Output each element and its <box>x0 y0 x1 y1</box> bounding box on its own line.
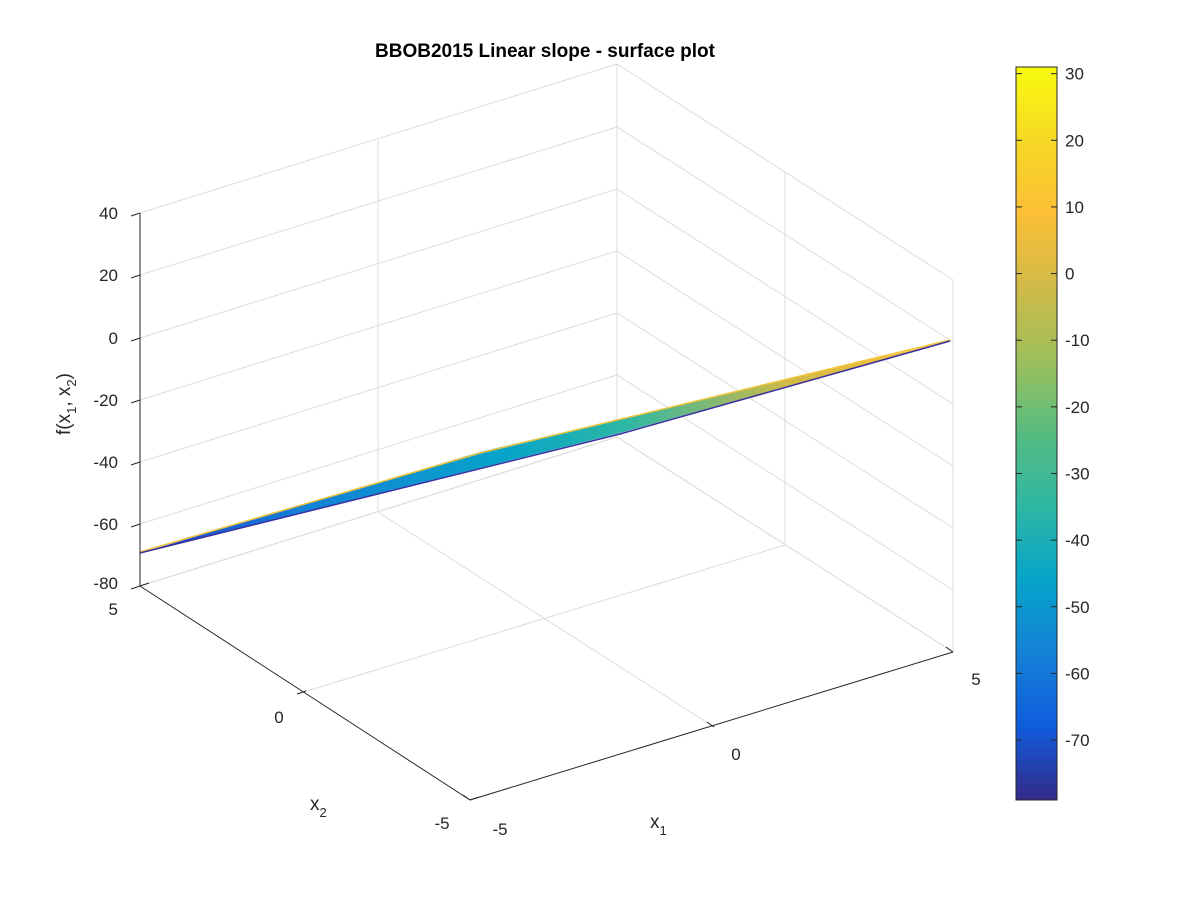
surface-plane <box>140 341 950 553</box>
z-tick-label: 40 <box>99 204 118 223</box>
colorbar-tick-labels: 30 20 10 0 -10 -20 -30 -40 -50 -60 -70 <box>1065 65 1090 750</box>
z-tick-label: -60 <box>93 515 118 534</box>
z-axis-label: f(x1, x2) <box>54 373 79 435</box>
colorbar-tick-label: 0 <box>1065 265 1074 284</box>
colorbar-tick-label: -70 <box>1065 731 1090 750</box>
colorbar-ticks <box>1016 73 1057 741</box>
z-tick-labels: 40 20 0 -20 -40 -60 -80 <box>93 204 118 593</box>
x1-tick-label: 5 <box>971 670 980 689</box>
x2-axis-label: x2 <box>310 794 327 820</box>
axes <box>130 212 954 801</box>
z-tick-label: 20 <box>99 266 118 285</box>
colorbar-tick-label: -30 <box>1065 464 1090 483</box>
surface-edge-high <box>139 339 951 553</box>
z-tick-label: -80 <box>93 574 118 593</box>
colorbar-tick-label: -50 <box>1065 598 1090 617</box>
colorbar: 30 20 10 0 -10 -20 -30 -40 -50 -60 -70 <box>1015 65 1090 801</box>
grid-floor <box>139 436 954 728</box>
x2-tick-labels: 5 0 -5 <box>109 600 450 833</box>
colorbar-tick-label: -20 <box>1065 398 1090 417</box>
colorbar-tick-label: -40 <box>1065 531 1090 550</box>
colorbar-gradient <box>1015 66 1058 801</box>
z-tick-label: -20 <box>93 391 118 410</box>
x2-tick-label: 0 <box>274 708 283 727</box>
z-tick-label: 0 <box>109 329 118 348</box>
x1-tick-label: -5 <box>492 820 507 839</box>
x1-axis-label: x1 <box>650 812 667 838</box>
grid-back-right <box>616 63 954 653</box>
x2-tick-label: -5 <box>434 814 449 833</box>
chart-title: BBOB2015 Linear slope - surface plot <box>375 41 716 62</box>
grid-back-left <box>139 63 618 587</box>
x2-tick-label: 5 <box>109 600 118 619</box>
colorbar-tick-label: 30 <box>1065 65 1084 84</box>
x1-tick-label: 0 <box>731 745 740 764</box>
colorbar-tick-label: 20 <box>1065 131 1084 150</box>
colorbar-tick-label: -60 <box>1065 664 1090 683</box>
colorbar-tick-label: 10 <box>1065 198 1084 217</box>
surface-edge-low <box>139 340 951 554</box>
colorbar-tick-label: -10 <box>1065 331 1090 350</box>
x1-tick-labels: -5 0 5 <box>492 670 980 839</box>
z-tick-label: -40 <box>93 453 118 472</box>
